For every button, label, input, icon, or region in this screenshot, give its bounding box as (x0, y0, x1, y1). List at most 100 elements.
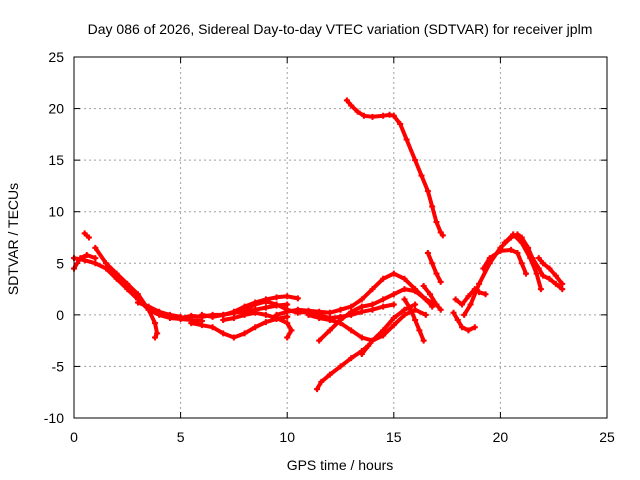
x-tick-label: 10 (279, 429, 295, 445)
data-point (152, 320, 159, 327)
data-point (471, 324, 478, 331)
data-point (386, 111, 393, 118)
series-line (344, 98, 445, 238)
data-point (262, 304, 269, 311)
data-point (467, 301, 474, 308)
plot-frame (73, 56, 608, 419)
data-point (514, 249, 521, 256)
data-point (273, 301, 280, 308)
tick-labels: 0 5 10 15 20 25 -10 -5 0 5 10 15 20 25 (44, 49, 615, 445)
data-point (318, 378, 325, 385)
data-point (134, 299, 141, 306)
data-point (535, 265, 542, 272)
data-point (326, 309, 333, 316)
series-arc-10 (241, 298, 397, 321)
data-point (537, 286, 544, 293)
y-axis-label: SDTVAR / TECUs (5, 183, 21, 295)
data-point (510, 231, 517, 238)
series-line (315, 343, 371, 392)
data-point (241, 330, 248, 337)
data-point (124, 280, 131, 287)
series-arc-22 (461, 231, 566, 318)
data-point (348, 327, 355, 334)
data-point (358, 308, 365, 315)
series-arc-24 (501, 231, 544, 293)
data-point (83, 252, 90, 259)
data-point (124, 286, 131, 293)
data-point (508, 246, 515, 253)
data-point (348, 355, 355, 362)
data-point (518, 260, 525, 267)
data-point (546, 275, 553, 282)
data-point (437, 278, 444, 285)
data-point (230, 314, 237, 321)
data-point (369, 301, 376, 308)
data-point (241, 311, 248, 318)
data-point (358, 303, 365, 310)
data-point (152, 334, 159, 341)
data-point (486, 255, 493, 262)
series-arc-15 (358, 301, 419, 358)
data-point (433, 219, 440, 226)
data-point (262, 319, 269, 326)
data-point (77, 255, 84, 262)
series-arc-19 (424, 249, 444, 285)
data-point (461, 311, 468, 318)
data-point (552, 280, 559, 287)
data-point (358, 296, 365, 303)
data-point (429, 260, 436, 267)
data-point (284, 308, 291, 315)
data-point (380, 296, 387, 303)
series-line (425, 251, 443, 284)
data-point (454, 317, 461, 324)
data-point (422, 296, 429, 303)
series-arc-03 (81, 230, 92, 241)
data-point (220, 311, 227, 318)
data-point (209, 313, 216, 320)
y-tick-label: 0 (56, 307, 64, 323)
data-point (284, 334, 291, 341)
data-point (209, 324, 216, 331)
data-point (113, 270, 120, 277)
series-line (189, 314, 290, 340)
data-point (420, 337, 427, 344)
data-point (326, 327, 333, 334)
data-point (92, 255, 99, 262)
data-point (465, 327, 472, 334)
data-point (518, 234, 525, 241)
data-point (358, 334, 365, 341)
series-line (199, 294, 300, 319)
data-point (390, 112, 397, 119)
data-point (316, 308, 323, 315)
data-point (403, 136, 410, 143)
data-point (369, 286, 376, 293)
y-tick-label: -5 (52, 358, 65, 374)
data-point (369, 337, 376, 344)
data-point (535, 255, 542, 262)
data-point (501, 239, 508, 246)
series-line (421, 284, 443, 312)
data-point (540, 260, 547, 267)
data-point (262, 311, 269, 318)
data-point (533, 270, 540, 277)
data-point (220, 317, 227, 324)
data-point (390, 301, 397, 308)
y-tick-label: 5 (56, 255, 64, 271)
data-point (188, 320, 195, 327)
data-point (252, 309, 259, 316)
data-point (85, 234, 92, 241)
x-tick-label: 20 (493, 429, 509, 445)
data-point (294, 306, 301, 313)
data-point (452, 296, 459, 303)
x-axis-label: GPS time / hours (287, 457, 394, 473)
data-point (348, 102, 355, 109)
data-point (102, 260, 109, 267)
data-point (102, 265, 109, 272)
data-point (92, 260, 99, 267)
series-arc-09 (220, 309, 295, 341)
data-point (273, 311, 280, 318)
data-point (198, 322, 205, 329)
x-tick-label: 25 (599, 429, 615, 445)
data-point (465, 293, 472, 300)
